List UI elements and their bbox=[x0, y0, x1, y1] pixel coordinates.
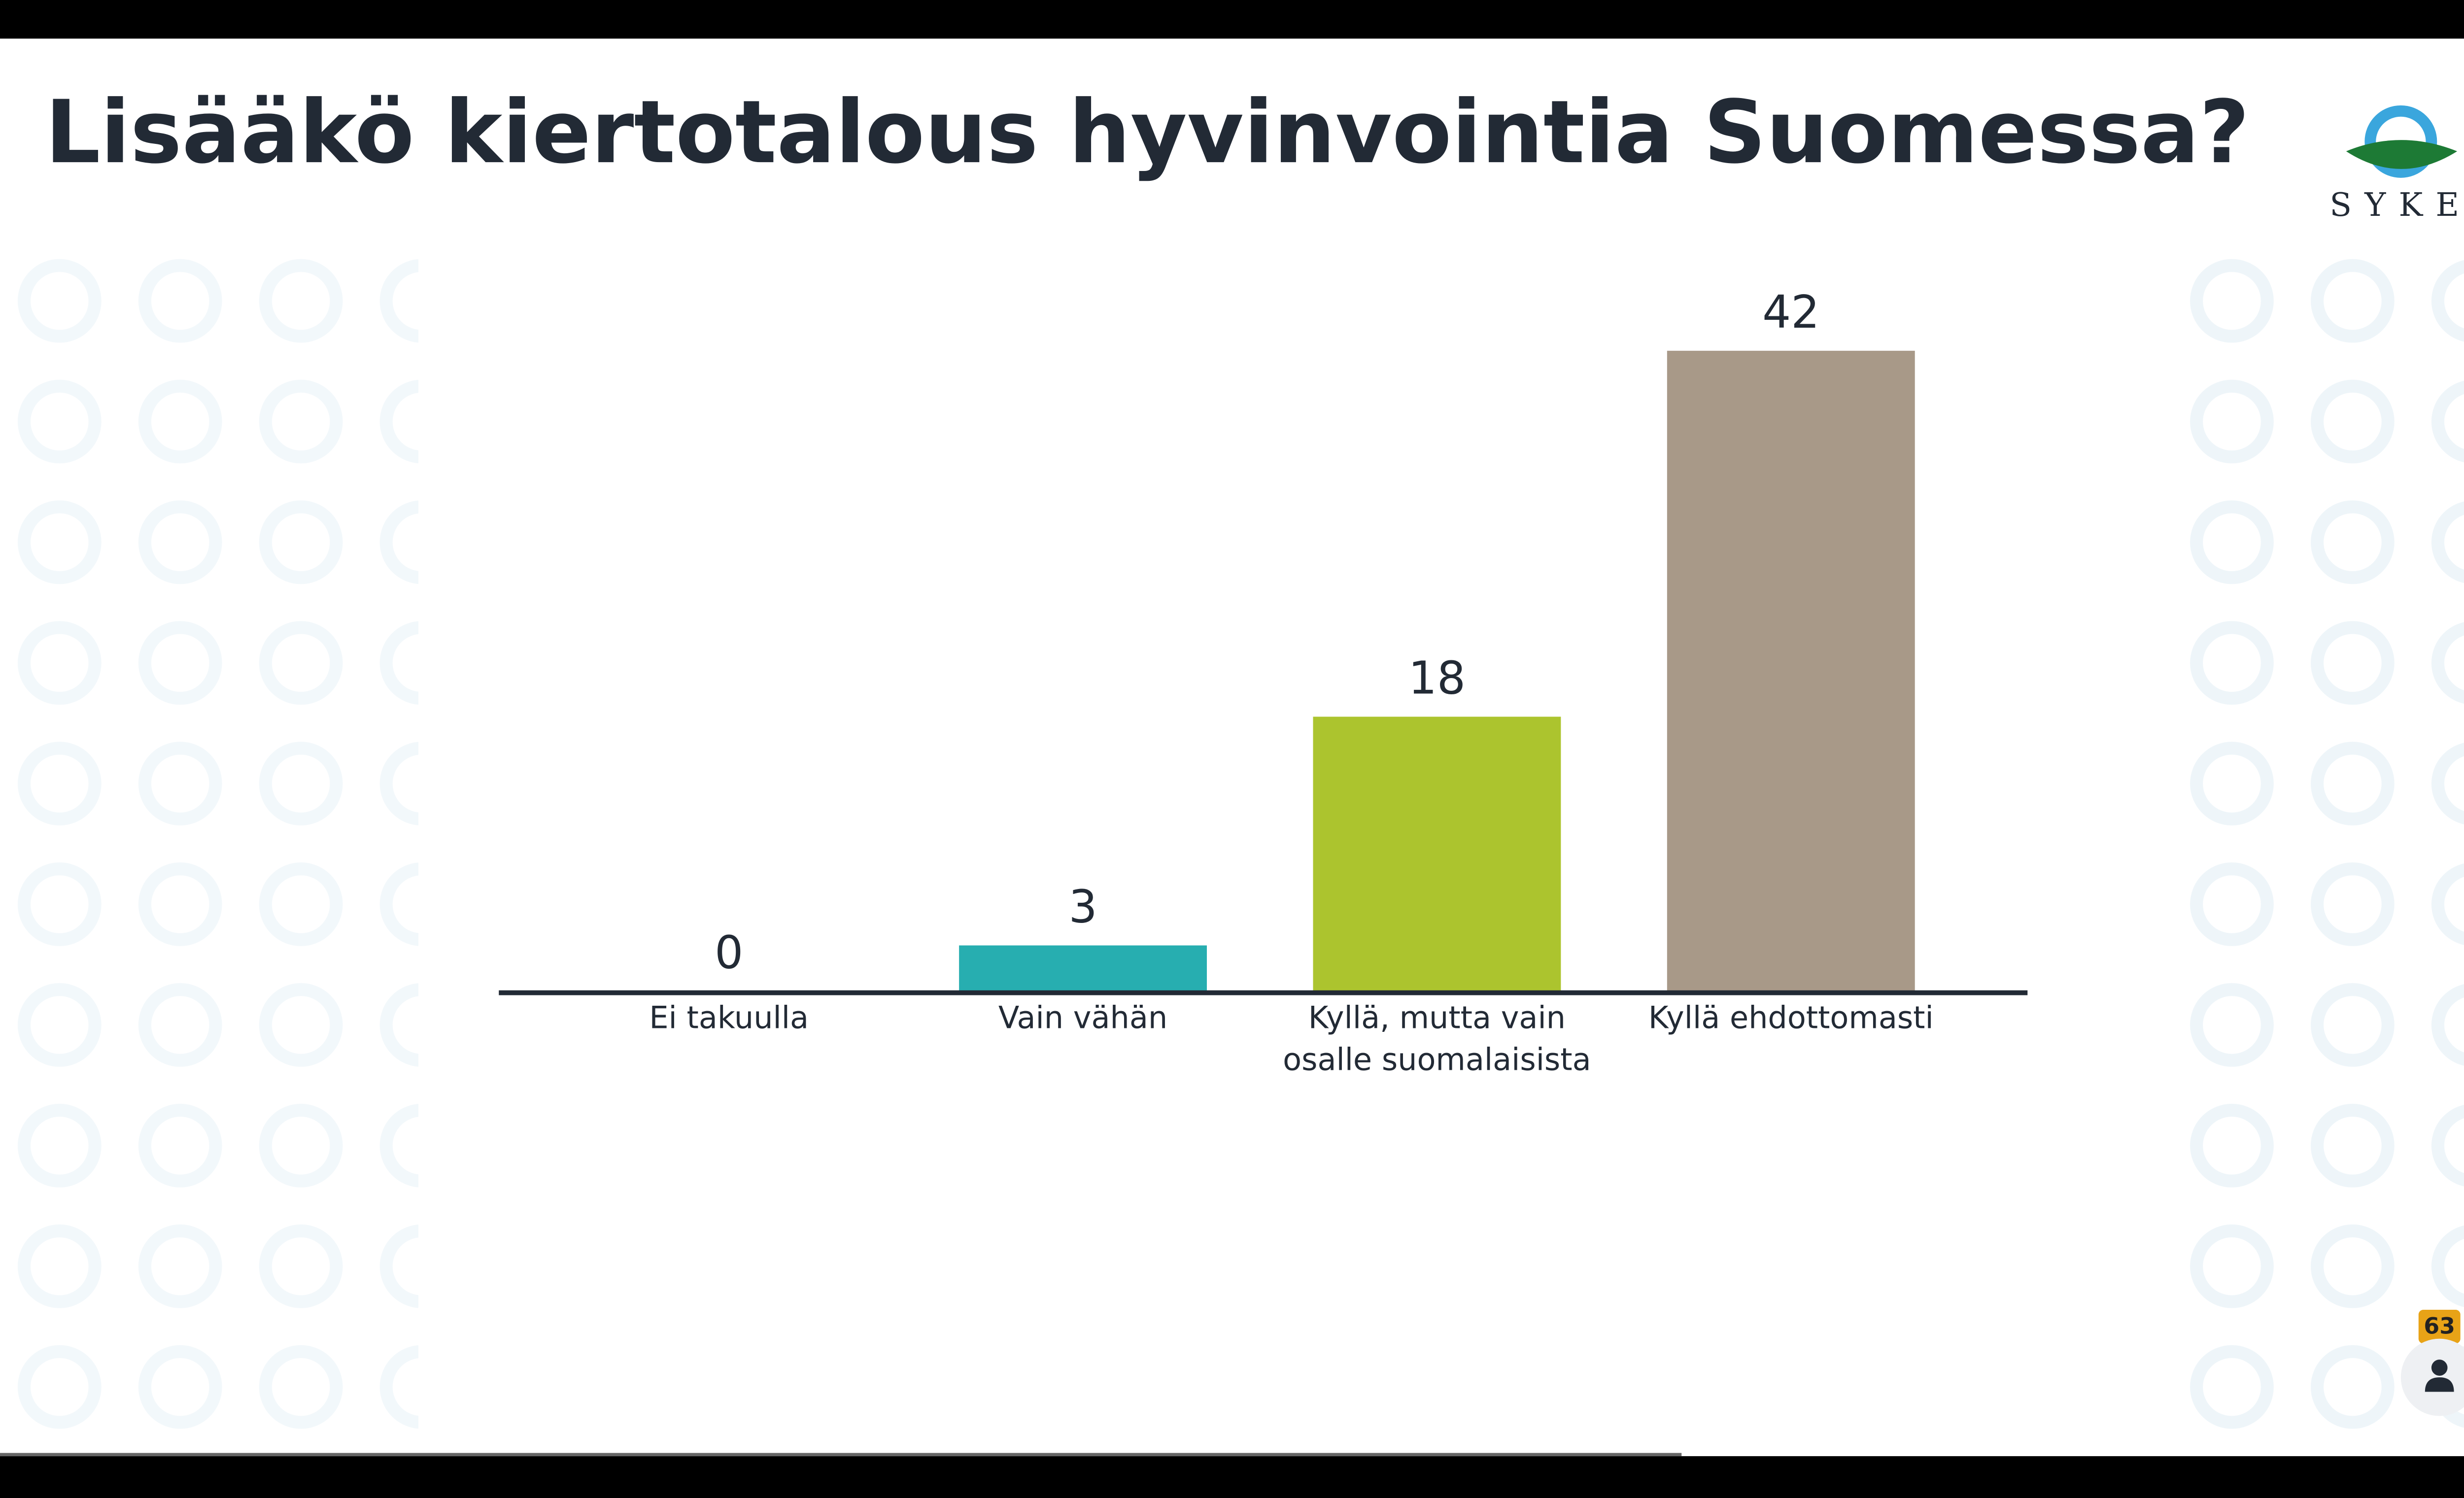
bg-pattern-right bbox=[2188, 225, 2464, 1457]
category-label: Vain vähän bbox=[998, 1001, 1168, 1036]
value-label: 42 bbox=[1762, 286, 1819, 339]
value-label: 3 bbox=[1068, 881, 1097, 933]
category-label: Kyllä, mutta vain osalle suomalaisista bbox=[1283, 1001, 1591, 1078]
category-label-box: Kyllä, mutta vain osalle suomalaisista bbox=[1283, 1001, 1591, 1078]
title: Lisääkö kiertotalous hyvinvointia Suomes… bbox=[45, 81, 2249, 183]
bg-pattern-left bbox=[0, 225, 418, 1457]
category-label: Ei takuulla bbox=[649, 1001, 809, 1036]
value-label: 0 bbox=[715, 926, 743, 979]
logo-text: SYKE bbox=[2329, 186, 2464, 224]
category-label-box: Ei takuulla bbox=[649, 1001, 809, 1036]
participant-count: 63 bbox=[2424, 1313, 2455, 1339]
logo: SYKE bbox=[2329, 105, 2464, 224]
participants: 63 bbox=[2400, 1309, 2464, 1416]
category-label: Kyllä ehdottomasti bbox=[1648, 1001, 1934, 1036]
value-label: 18 bbox=[1408, 652, 1466, 705]
bar bbox=[1667, 350, 1915, 991]
bar bbox=[1313, 716, 1561, 991]
progress bbox=[0, 1453, 1682, 1457]
category-label-box: Vain vähän bbox=[998, 1001, 1168, 1036]
category-label-box: Kyllä ehdottomasti bbox=[1648, 1001, 1934, 1036]
bar bbox=[959, 945, 1207, 991]
